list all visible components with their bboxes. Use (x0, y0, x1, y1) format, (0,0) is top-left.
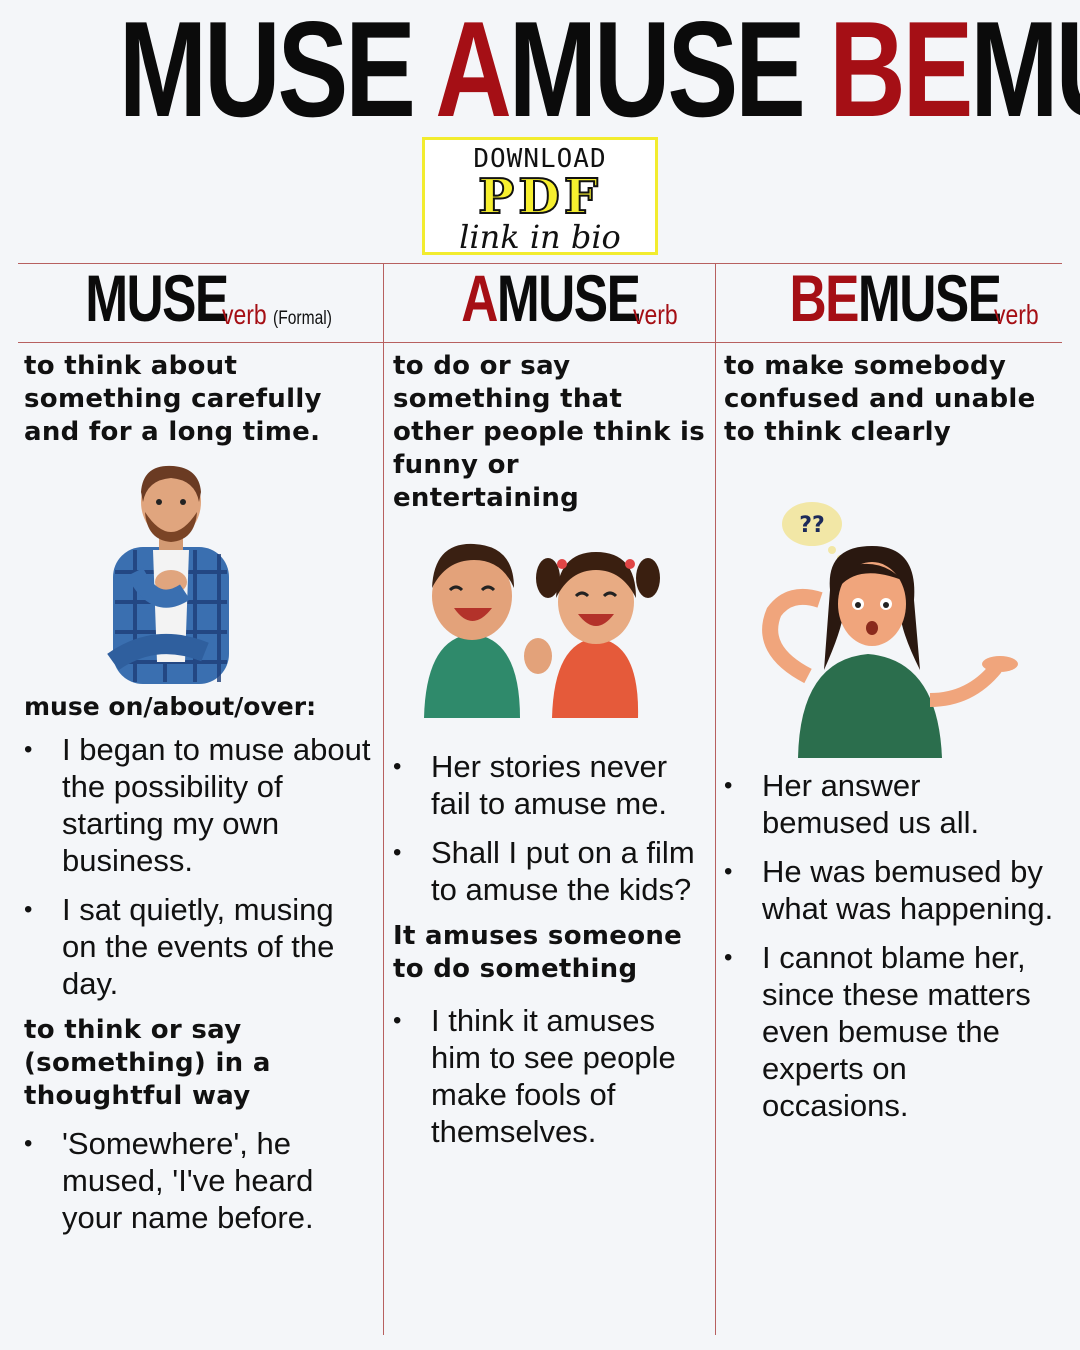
muse-example-3: 'Somewhere', he mused, 'I've heard your … (24, 1125, 374, 1236)
amuse-column: to do or say something that other people… (393, 350, 711, 515)
muse-example-1: I began to muse about the possibility of… (24, 731, 374, 879)
column-divider-1 (383, 263, 384, 1335)
header-bottom-divider (18, 342, 1062, 343)
title-bemuse-prefix: BE (829, 0, 973, 145)
muse-formal-note: (Formal) (272, 308, 332, 329)
amuse-pos: verb (633, 299, 679, 330)
amuse-definition-2: It amuses someone to do something (393, 921, 683, 984)
link-in-bio-label: link in bio (459, 218, 621, 256)
bemuse-pos: verb (993, 299, 1039, 330)
muse-examples-section: muse on/about/over: I began to muse abou… (24, 690, 374, 1236)
header-top-divider (18, 263, 1062, 264)
amuse-examples-section: Her stories never fail to amuse me. Shal… (393, 748, 711, 1150)
muse-examples-list-2: 'Somewhere', he mused, 'I've heard your … (24, 1125, 374, 1236)
amuse-examples-list-2: I think it amuses him to see people make… (393, 1002, 711, 1150)
pdf-label: PDF (477, 169, 602, 225)
muse-examples-list: I began to muse about the possibility of… (24, 731, 374, 1002)
muse-example-2: I sat quietly, musing on the events of t… (24, 891, 374, 1002)
bemuse-header: BEMUSE verb (716, 265, 1062, 341)
thought-bubble-text: ?? (799, 513, 825, 538)
bemuse-heading: BEMUSE (789, 261, 1001, 335)
title-muse: MUSE (118, 0, 416, 145)
muse-definition-2: to think or say (something) in a thought… (24, 1015, 271, 1111)
amuse-example-1: Her stories never fail to amuse me. (393, 748, 711, 822)
title-amuse-prefix: A (435, 0, 512, 145)
amuse-heading: AMUSE (461, 261, 641, 335)
bemuse-example-2: He was bemused by what was happening. (724, 853, 1054, 927)
bemuse-column: to make somebody confused and unable to … (724, 350, 1054, 449)
muse-sub-label: muse on/about/over: (24, 692, 317, 721)
thinking-man-illustration (107, 465, 229, 684)
amuse-definition: to do or say something that other people… (393, 351, 706, 513)
muse-column: to think about something carefully and f… (24, 350, 374, 449)
muse-definition: to think about something carefully and f… (24, 351, 322, 447)
amuse-examples-list: Her stories never fail to amuse me. Shal… (393, 748, 711, 908)
title-amuse-rest: MUSE (508, 0, 806, 145)
title-bemuse-rest: MUSE (970, 0, 1080, 145)
bemuse-example-1: Her answer bemused us all. (724, 767, 1054, 841)
page-title: MUSE AMUSE BEMUSE (119, 1, 1080, 137)
column-divider-2 (715, 263, 716, 1335)
amuse-example-3: I think it amuses him to see people make… (393, 1002, 711, 1150)
muse-heading: MUSE (85, 261, 229, 335)
bemuse-example-3: I cannot blame her, since these matters … (724, 939, 1054, 1124)
muse-header: MUSE verb (Formal) (18, 265, 383, 341)
muse-pos: verb (Formal) (221, 299, 332, 330)
amuse-header: AMUSE verb (384, 265, 715, 341)
bemuse-examples-list: Her answer bemused us all. He was bemuse… (724, 767, 1054, 1124)
download-pdf-badge[interactable]: DOWNLOAD PDF link in bio (422, 137, 658, 255)
laughing-kids-illustration (424, 543, 660, 718)
bemuse-examples-section: Her answer bemused us all. He was bemuse… (724, 767, 1054, 1124)
bemuse-definition: to make somebody confused and unable to … (724, 351, 1036, 447)
download-label: DOWNLOAD (473, 144, 607, 174)
confused-woman-illustration: ?? (762, 502, 1018, 758)
amuse-example-2: Shall I put on a film to amuse the kids? (393, 834, 711, 908)
